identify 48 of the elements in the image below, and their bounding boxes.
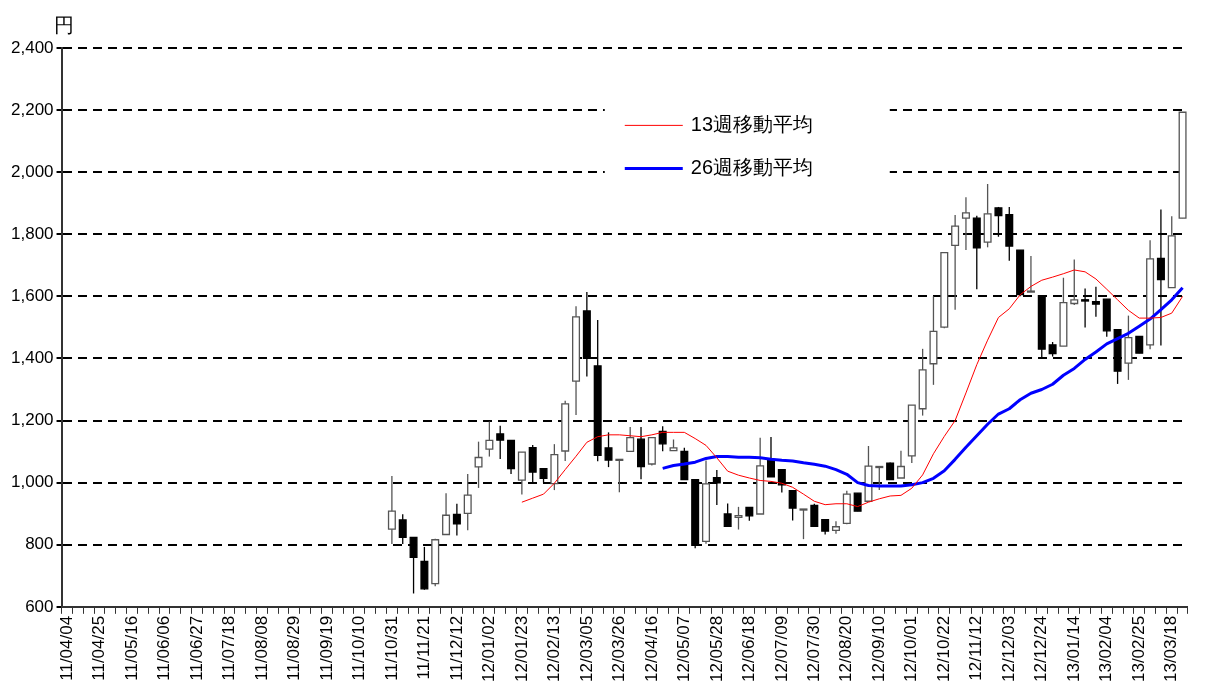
x-tick-label: 12/11/12 (966, 615, 986, 681)
y-tick-label: 600 (25, 596, 54, 616)
x-tick-label: 12/01/02 (479, 615, 499, 683)
y-tick-label: 2,000 (10, 161, 54, 181)
y-tick-label: 2,400 (10, 37, 54, 57)
y-tick-label: 1,200 (10, 410, 54, 430)
y-tick-label: 800 (25, 534, 54, 554)
x-tick-label: 12/08/20 (836, 615, 856, 683)
y-tick-label: 1,800 (10, 223, 54, 243)
y-tick-label: 2,200 (10, 99, 54, 119)
x-tick-label: 13/02/25 (1128, 615, 1148, 683)
x-tick-label: 12/03/26 (609, 615, 629, 683)
x-tick-label: 12/01/23 (511, 615, 531, 683)
y-axis-title: 円 (53, 13, 74, 36)
x-tick-label: 13/01/14 (1063, 615, 1083, 683)
x-tick-label: 11/04/04 (56, 615, 76, 681)
x-tick-label: 12/05/28 (706, 615, 726, 683)
x-tick-label: 12/10/01 (901, 615, 921, 683)
x-tick-label: 11/09/19 (316, 615, 336, 681)
x-tick-label: 11/08/08 (251, 615, 271, 681)
x-tick-label: 11/06/27 (186, 615, 206, 681)
y-tick-label: 1,000 (10, 472, 54, 492)
legend-label: 26週移動平均 (690, 155, 814, 178)
x-tick-label: 12/03/05 (576, 615, 596, 683)
x-tick-label: 11/06/06 (154, 615, 174, 681)
x-tick-label: 12/06/18 (739, 615, 759, 683)
x-tick-label: 12/04/16 (641, 615, 661, 683)
x-tick-label: 11/10/10 (349, 615, 369, 681)
x-tick-label: 11/04/25 (89, 615, 109, 681)
x-tick-label: 11/10/31 (381, 615, 401, 681)
x-tick-label: 12/10/22 (933, 615, 953, 683)
x-tick-label: 11/05/16 (121, 615, 141, 681)
x-tick-label: 12/02/13 (544, 615, 564, 683)
x-tick-label: 12/07/09 (771, 615, 791, 683)
legend-label: 13週移動平均 (690, 112, 814, 135)
x-tick-label: 12/12/24 (1031, 615, 1051, 683)
y-tick-label: 1,600 (10, 286, 54, 306)
x-tick-label: 11/11/21 (414, 615, 434, 680)
x-tick-label: 13/03/18 (1161, 615, 1181, 683)
x-tick-label: 11/07/18 (219, 615, 239, 681)
x-tick-label: 11/08/29 (284, 615, 304, 681)
x-tick-label: 12/12/03 (998, 615, 1018, 683)
y-tick-label: 1,400 (10, 348, 54, 368)
x-tick-label: 12/07/30 (804, 615, 823, 683)
x-tick-label: 13/02/04 (1096, 615, 1116, 683)
x-tick-label: 12/05/07 (674, 615, 694, 683)
x-tick-label: 11/12/12 (446, 615, 466, 681)
x-tick-label: 12/09/10 (868, 615, 888, 683)
